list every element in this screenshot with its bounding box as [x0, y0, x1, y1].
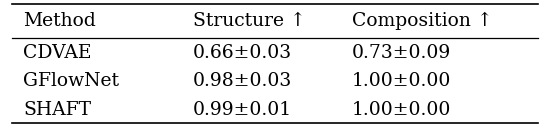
Text: SHAFT: SHAFT: [23, 101, 91, 119]
Text: 0.73±0.09: 0.73±0.09: [351, 44, 451, 62]
Text: 1.00±0.00: 1.00±0.00: [351, 72, 451, 90]
Text: 1.00±0.00: 1.00±0.00: [351, 101, 451, 119]
Text: 0.99±0.01: 0.99±0.01: [193, 101, 292, 119]
Text: Structure ↑: Structure ↑: [193, 12, 306, 30]
Text: Composition ↑: Composition ↑: [351, 12, 492, 30]
Text: GFlowNet: GFlowNet: [23, 72, 119, 90]
Text: CDVAE: CDVAE: [23, 44, 92, 62]
Text: Method: Method: [23, 12, 96, 30]
Text: 0.66±0.03: 0.66±0.03: [193, 44, 292, 62]
Text: 0.98±0.03: 0.98±0.03: [193, 72, 292, 90]
